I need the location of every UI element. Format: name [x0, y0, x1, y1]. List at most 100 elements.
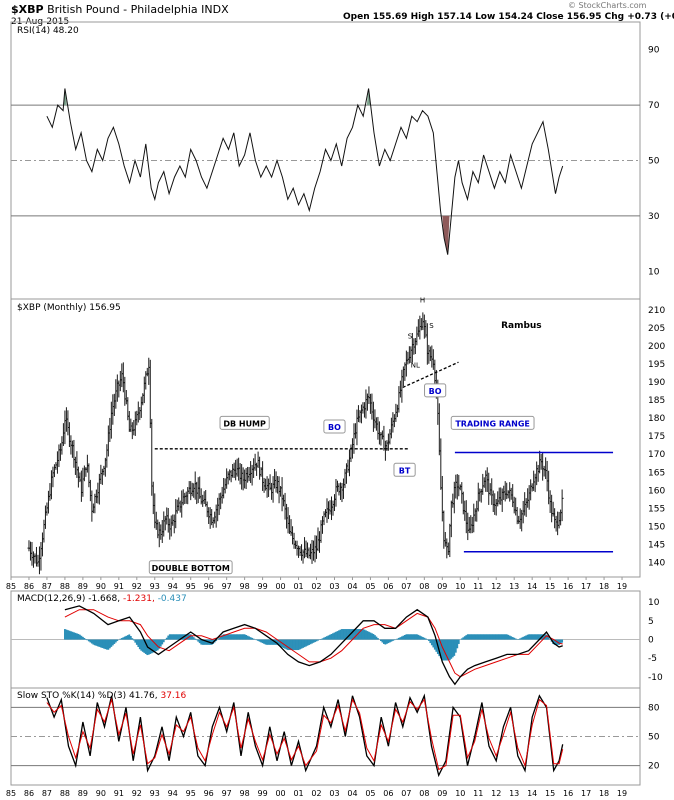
macd-hist-bar	[131, 638, 134, 640]
macd-hist-bar	[83, 637, 86, 640]
macd-hist-bar	[462, 637, 465, 640]
macd-hist-bar	[233, 634, 236, 640]
macd-hist-bar	[366, 631, 369, 640]
macd-hist-bar	[104, 639, 107, 650]
macd-hist-bar	[98, 639, 101, 647]
x-tick-bottom-87: 87	[42, 789, 52, 798]
rsi-panel: RSI(14) 48.20 10 30 50 70 90	[11, 26, 660, 277]
macd-hist-bar	[215, 639, 218, 642]
price-ytick-160: 160	[648, 486, 665, 496]
macd-hist-bar	[475, 634, 478, 640]
macd-hist-bar	[218, 638, 221, 640]
x-tick-top-87: 87	[42, 582, 52, 591]
macd-hist-bar	[177, 634, 180, 640]
macd-hist-bar	[227, 634, 230, 640]
macd-hist-bar	[420, 636, 423, 640]
macd-hist-bar	[365, 630, 367, 640]
macd-hist-bar	[507, 634, 510, 640]
macd-hist-bar	[424, 638, 427, 640]
macd-hist-bar	[330, 633, 333, 640]
macd-hist-bar	[345, 629, 348, 640]
macd-hist-bar	[159, 639, 162, 647]
macd-hist-bar	[490, 634, 493, 640]
macd-hist-bar	[120, 638, 123, 640]
sto-ytick-50: 50	[648, 733, 660, 743]
macd-hist-bar	[329, 634, 331, 640]
x-tick-bottom-90: 90	[96, 789, 106, 798]
macd-hist-bar	[221, 635, 224, 640]
x-tick-top-03: 03	[329, 582, 339, 591]
macd-hist-bar	[161, 639, 164, 645]
rsi-title: RSI(14) 48.20	[17, 26, 79, 36]
macd-hist-bar	[128, 634, 131, 640]
macd-hist-bar	[359, 629, 361, 640]
annotation-bt: BT	[399, 466, 411, 475]
exchange: INDX	[201, 3, 229, 16]
macd-hist-bar	[444, 639, 447, 661]
macd-hist-bar	[456, 639, 459, 649]
x-tick-top-12: 12	[491, 582, 501, 591]
macd-hist-bar	[67, 630, 69, 640]
macd-hist-bar	[179, 634, 182, 640]
price-ytick-175: 175	[648, 432, 665, 442]
macd-hist-bar	[65, 629, 68, 640]
x-tick-bottom-95: 95	[186, 789, 196, 798]
macd-hist-bar	[341, 629, 343, 640]
macd-hist-bar	[468, 634, 471, 640]
macd-hist-bar	[427, 639, 430, 641]
sto-d-value: 37.16	[160, 691, 186, 701]
macd-hist-bar	[278, 639, 280, 646]
x-tick-top-02: 02	[311, 582, 321, 591]
macd-hist-bar	[498, 634, 501, 640]
x-tick-top-85: 85	[6, 582, 16, 591]
macd-hist-bar	[402, 635, 405, 640]
x-tick-top-06: 06	[383, 582, 393, 591]
sto-panel: Slow STO %K(14) %D(3) 41.76, 37.16 20 50 80	[11, 691, 660, 778]
macd-ytick-10: 10	[648, 598, 660, 608]
macd-hist-bar	[264, 639, 267, 645]
macd-hist-bar	[269, 639, 271, 645]
annotation-bo-box	[424, 383, 447, 398]
macd-ytick--10: -10	[648, 673, 663, 683]
macd-hist-bar	[547, 637, 550, 640]
macd-hist-bar	[396, 638, 399, 640]
x-tick-bottom-92: 92	[132, 789, 142, 798]
macd-hist-bar	[381, 639, 384, 643]
macd-hist-bar	[409, 634, 412, 640]
macd-hist-bar	[114, 639, 117, 643]
macd-hist-bar	[230, 634, 233, 640]
macd-hist-bar	[306, 639, 309, 646]
macd-hist-bar	[143, 639, 146, 653]
x-tick-bottom-91: 91	[114, 789, 124, 798]
macd-hist-bar	[472, 634, 475, 640]
rsi-line	[46, 88, 564, 255]
macd-hist-bar	[96, 639, 99, 647]
x-tick-bottom-86: 86	[24, 789, 34, 798]
macd-hist-bar	[173, 634, 176, 640]
macd-hist-bar	[108, 639, 111, 649]
macd-hist-bar	[248, 636, 251, 640]
macd-hist-bar	[135, 639, 138, 645]
macd-hist-bar	[418, 635, 421, 640]
macd-hist-bar	[543, 634, 546, 640]
sto-k-line	[46, 693, 564, 778]
macd-hist-bar	[191, 635, 194, 640]
macd-hist-bar	[78, 634, 81, 640]
macd-hist-bar	[531, 634, 534, 640]
x-tick-bottom-99: 99	[258, 789, 268, 798]
macd-hist-bar	[463, 636, 466, 640]
macd-hist-bar	[92, 639, 95, 645]
x-tick-bottom-16: 16	[563, 789, 573, 798]
macd-hist-bar	[477, 634, 480, 640]
macd-hist-bar	[197, 639, 200, 642]
annotation-trading-range: TRADING RANGE	[455, 419, 530, 428]
macd-ytick-5: 5	[648, 617, 654, 627]
macd-hist-bar	[303, 639, 306, 648]
macd-hist-bar	[239, 634, 242, 640]
macd-hist-bar	[251, 637, 254, 640]
annotation-rambus: Rambus	[501, 321, 542, 331]
macd-hist-bar	[347, 629, 349, 640]
macd-hist-bar	[415, 634, 418, 640]
x-tick-top-00: 00	[275, 582, 285, 591]
